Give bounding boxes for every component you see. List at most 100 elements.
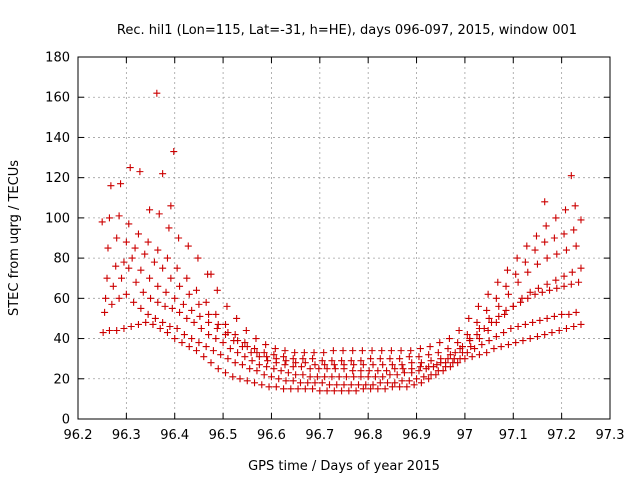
data-point: [358, 347, 366, 355]
data-point: [194, 254, 202, 262]
data-point: [437, 355, 445, 363]
data-point: [492, 294, 500, 302]
data-point: [243, 343, 251, 351]
data-point: [146, 206, 154, 214]
data-point: [534, 284, 542, 292]
data-point: [349, 347, 357, 355]
data-point: [272, 383, 280, 391]
data-point: [504, 290, 512, 298]
data-point: [217, 351, 225, 359]
data-point: [374, 385, 382, 393]
data-point: [417, 359, 425, 367]
data-point: [136, 168, 144, 176]
data-point: [558, 310, 566, 318]
data-point: [127, 322, 135, 330]
data-point: [357, 357, 365, 365]
data-point: [436, 339, 444, 347]
data-point: [497, 343, 505, 351]
data-point: [474, 302, 482, 310]
data-point: [212, 335, 220, 343]
data-point: [367, 355, 375, 363]
data-point: [179, 300, 187, 308]
data-point: [386, 355, 394, 363]
data-point: [280, 353, 288, 361]
data-point: [255, 361, 263, 369]
data-point: [315, 365, 323, 373]
data-point: [417, 379, 425, 387]
data-point: [146, 274, 154, 282]
data-point: [483, 306, 491, 314]
data-point: [118, 274, 126, 282]
data-point: [379, 361, 387, 369]
data-point: [434, 349, 442, 357]
data-point: [514, 322, 522, 330]
data-point: [478, 341, 486, 349]
data-point: [154, 298, 162, 306]
data-point: [524, 268, 532, 276]
data-point: [236, 375, 244, 383]
data-point: [170, 148, 178, 156]
data-point: [103, 274, 111, 282]
data-point: [277, 367, 285, 375]
data-point: [105, 214, 113, 222]
data-point: [568, 268, 576, 276]
data-point: [167, 202, 175, 210]
data-point: [262, 341, 270, 349]
data-point: [408, 365, 416, 373]
data-point: [294, 385, 302, 393]
data-point: [156, 325, 164, 332]
data-point: [495, 302, 503, 310]
data-point: [126, 164, 134, 172]
data-point: [271, 345, 279, 353]
x-tick-label: 96.9: [402, 428, 431, 443]
data-point: [541, 331, 549, 339]
data-point: [396, 383, 404, 391]
data-point: [113, 234, 121, 242]
data-point: [485, 337, 493, 345]
data-point: [533, 333, 541, 341]
data-point: [155, 210, 163, 218]
data-point: [185, 290, 193, 298]
data-point: [165, 224, 173, 232]
data-point: [502, 306, 510, 314]
data-point: [229, 373, 237, 381]
data-point: [509, 302, 517, 310]
data-point: [202, 298, 210, 306]
data-point: [275, 375, 283, 383]
data-point: [376, 355, 384, 363]
data-point: [397, 347, 405, 355]
data-point: [167, 274, 175, 282]
data-point: [388, 383, 396, 391]
data-point: [120, 258, 128, 266]
data-point: [427, 371, 435, 379]
data-point: [543, 314, 551, 322]
y-tick-label: 20: [53, 372, 70, 387]
y-tick-label: 140: [45, 131, 70, 146]
data-point: [252, 335, 260, 343]
data-point: [300, 349, 308, 357]
data-point: [214, 365, 222, 373]
data-point: [485, 314, 493, 322]
y-tick-label: 100: [45, 211, 70, 226]
plot-frame: [77, 56, 611, 420]
data-point: [231, 331, 239, 339]
data-point: [209, 347, 217, 355]
data-point: [318, 357, 326, 365]
data-point: [107, 182, 115, 190]
data-point: [468, 353, 476, 361]
data-point: [413, 375, 421, 383]
data-point: [222, 320, 230, 328]
data-point: [570, 226, 578, 234]
data-point: [463, 331, 471, 339]
data-point: [282, 377, 290, 385]
data-point: [492, 333, 500, 341]
data-point: [171, 294, 179, 302]
data-point: [396, 355, 404, 363]
data-point: [570, 322, 578, 330]
y-axis: 0 20 40 60 80 100 120 140 160 180: [45, 51, 610, 428]
data-point: [381, 385, 389, 393]
data-point: [207, 359, 215, 367]
data-point: [260, 349, 268, 357]
x-tick-label: 96.5: [209, 428, 238, 443]
data-point: [267, 373, 275, 381]
